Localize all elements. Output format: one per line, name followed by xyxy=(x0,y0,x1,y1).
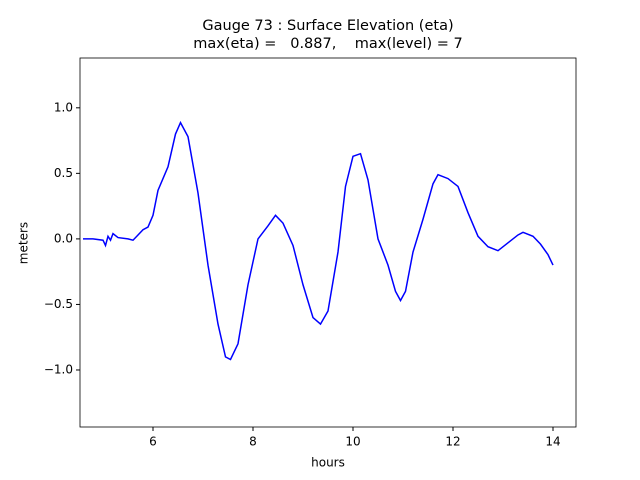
x-tick-label: 14 xyxy=(545,435,560,449)
plot-frame xyxy=(79,57,577,428)
y-axis-label: meters xyxy=(17,222,31,264)
x-tick-label: 12 xyxy=(445,435,460,449)
y-tick-label: 0.5 xyxy=(54,166,73,180)
x-axis-label: hours xyxy=(311,456,345,470)
y-tick-label: −0.5 xyxy=(44,297,73,311)
x-tick-label: 10 xyxy=(345,435,360,449)
y-tick-label: 1.0 xyxy=(54,100,73,114)
chart-title: Gauge 73 : Surface Elevation (eta) xyxy=(202,18,453,34)
x-tick-label: 6 xyxy=(149,435,157,449)
x-tick-label: 8 xyxy=(249,435,257,449)
y-tick-label: 0.0 xyxy=(54,231,73,245)
y-tick-label: −1.0 xyxy=(44,362,73,376)
data-line xyxy=(83,120,554,361)
chart-subtitle: max(eta) = 0.887, max(level) = 7 xyxy=(193,36,463,52)
